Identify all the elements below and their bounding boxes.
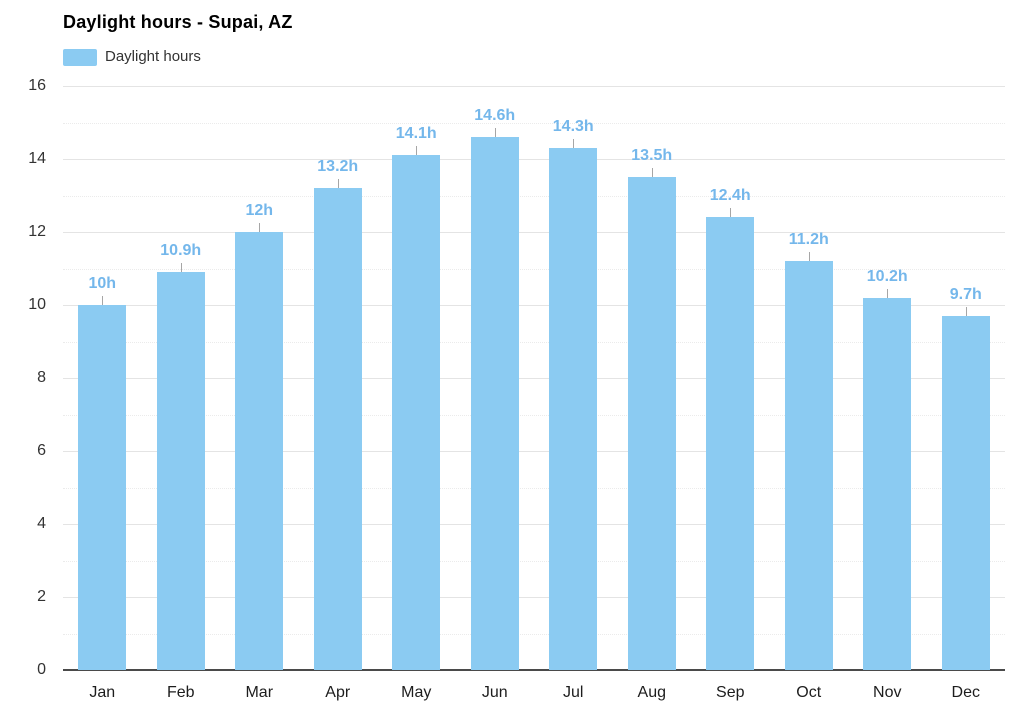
bar-value-label-mar: 12h [245, 202, 274, 219]
x-tick-label-nov: Nov [873, 684, 902, 701]
y-tick-label-10: 10 [28, 296, 46, 313]
gridline-minor-5 [63, 487, 1005, 489]
bar-value-label-apr: 13.2h [317, 158, 359, 176]
gridline-minor-11 [63, 268, 1005, 270]
y-tick-label-6: 6 [37, 442, 46, 459]
x-tick-label-aug: Aug [637, 684, 666, 701]
bar-apr[interactable] [313, 188, 362, 670]
bar-tick-mar [259, 223, 261, 232]
gridline-minor-13 [63, 195, 1005, 197]
bar-oct[interactable] [784, 261, 833, 670]
bar-tick-nov [887, 288, 889, 298]
gridline-minor-1 [63, 633, 1005, 635]
gridline-major-4 [63, 524, 1005, 525]
gridline-minor-7 [63, 414, 1005, 416]
bar-value-label-jun: 14.6h [474, 107, 516, 125]
bar-value-label-jan: 10h [88, 275, 117, 292]
x-tick-label-feb: Feb [166, 684, 195, 701]
bar-tick-sep [730, 208, 732, 218]
y-tick-label-16: 16 [28, 77, 46, 94]
bar-tick-apr [337, 179, 339, 189]
x-tick-label-dec: Dec [951, 684, 980, 701]
legend-swatch [63, 48, 97, 66]
y-tick-label-2: 2 [37, 588, 46, 605]
legend-item-daylight-hours[interactable]: Daylight hours [63, 48, 201, 66]
bar-jan[interactable] [78, 305, 127, 670]
gridline-major-14 [63, 159, 1005, 160]
bar-feb[interactable] [156, 272, 205, 670]
y-tick-label-12: 12 [28, 223, 46, 240]
bar-may[interactable] [392, 155, 441, 670]
gridline-major-10 [63, 305, 1005, 306]
x-tick-label-mar: Mar [245, 684, 274, 701]
legend-label: Daylight hours [105, 48, 201, 65]
gridline-minor-3 [63, 560, 1005, 562]
bar-tick-jul [573, 139, 575, 149]
bar-value-label-sep: 12.4h [709, 187, 751, 205]
x-tick-label-jul: Jul [563, 684, 584, 701]
bar-mar[interactable] [235, 232, 284, 670]
gridline-major-16 [63, 86, 1005, 87]
x-tick-label-jun: Jun [481, 684, 508, 701]
bar-tick-may [416, 146, 418, 156]
bar-value-label-aug: 13.5h [631, 147, 673, 165]
bar-value-label-jul: 14.3h [552, 118, 594, 136]
gridline-minor-15 [63, 122, 1005, 124]
x-tick-label-may: May [401, 684, 432, 701]
bar-value-label-nov: 10.2h [866, 267, 908, 285]
x-tick-label-sep: Sep [716, 684, 745, 701]
y-tick-label-0: 0 [37, 661, 46, 678]
bar-tick-jun [494, 128, 496, 138]
bar-value-label-dec: 9.7h [949, 285, 982, 303]
gridline-major-8 [63, 378, 1005, 379]
bar-dec[interactable] [941, 315, 990, 670]
x-tick-label-oct: Oct [796, 684, 822, 701]
gridline-minor-9 [63, 341, 1005, 343]
y-tick-label-14: 14 [28, 150, 46, 167]
x-tick-label-apr: Apr [325, 684, 351, 701]
y-tick-label-4: 4 [37, 515, 46, 532]
bar-nov[interactable] [863, 297, 912, 670]
y-tick-label-8: 8 [37, 369, 46, 386]
bar-tick-oct [808, 252, 810, 262]
gridline-major-6 [63, 451, 1005, 452]
bar-jun[interactable] [470, 137, 519, 670]
bar-sep[interactable] [706, 217, 755, 670]
x-tick-label-jan: Jan [89, 684, 116, 701]
bar-tick-aug [651, 168, 653, 178]
x-axis-line [63, 669, 1005, 671]
bar-jul[interactable] [549, 148, 598, 670]
bar-value-label-feb: 10.9h [160, 242, 202, 260]
chart-title: Daylight hours - Supai, AZ [63, 12, 293, 32]
bar-tick-dec [965, 306, 967, 316]
bar-tick-jan [102, 296, 104, 305]
bar-value-label-oct: 11.2h [788, 231, 829, 249]
gridline-major-12 [63, 232, 1005, 233]
gridline-major-2 [63, 597, 1005, 598]
bar-aug[interactable] [627, 177, 676, 670]
bar-tick-feb [180, 263, 182, 273]
bar-value-label-may: 14.1h [395, 125, 437, 143]
